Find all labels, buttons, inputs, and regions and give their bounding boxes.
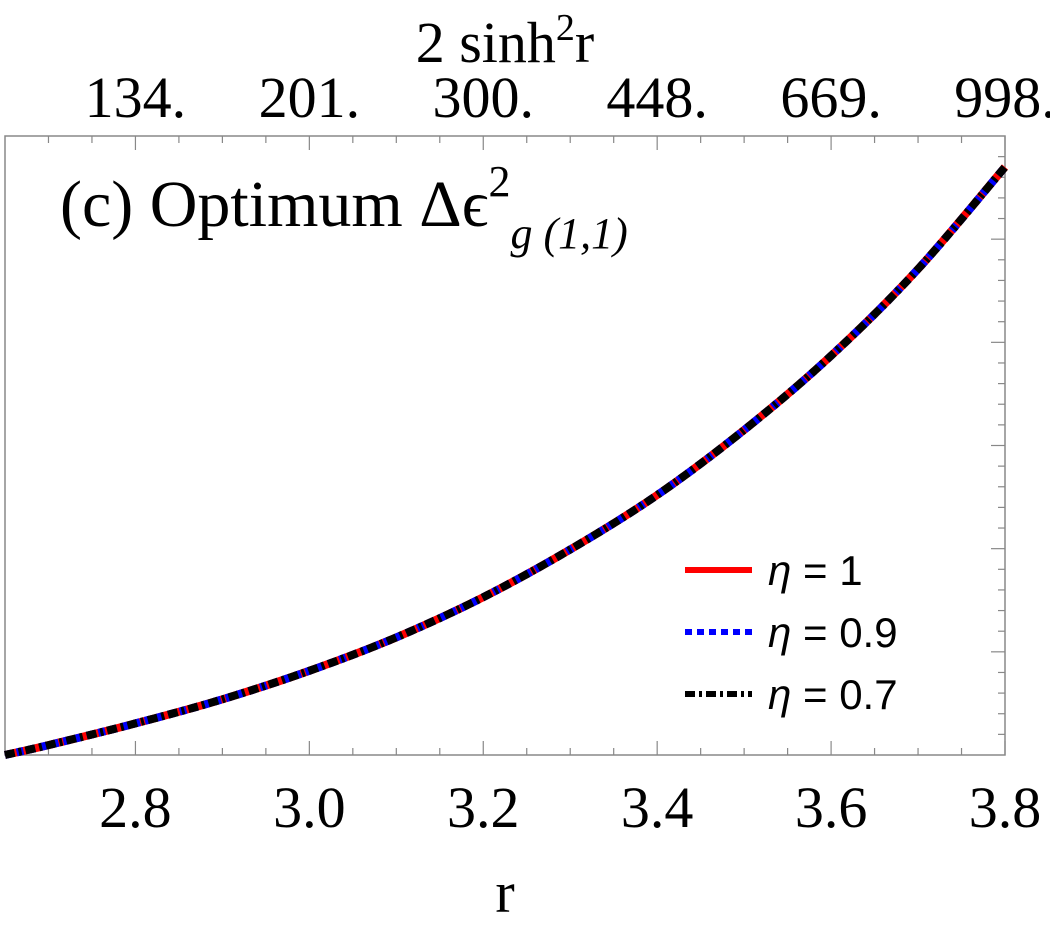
x-tick-label: 3.4 — [621, 775, 694, 840]
x2-tick-label: 134. — [85, 65, 187, 130]
series-line-1 — [4, 164, 1009, 759]
series-line-2 — [4, 164, 1009, 759]
x2-tick-label: 201. — [259, 65, 361, 130]
panel-title: (c) Optimum Δϵ2g (1,1) — [60, 157, 628, 258]
legend-label: η = 0.9 — [768, 609, 898, 656]
legend: η = 1 η = 0.9 η = 0.7 — [685, 547, 898, 718]
x2-tick-label: 300. — [433, 65, 535, 130]
x-axis-label: r — [495, 860, 514, 925]
legend-label: η = 0.7 — [768, 671, 898, 718]
x2-tick-label: 669. — [780, 65, 882, 130]
axis-ticks — [47, 136, 1006, 755]
x-tick-label: 3.6 — [795, 775, 868, 840]
x-tick-label: 3.8 — [969, 775, 1042, 840]
x2-tick-label: 998. — [954, 65, 1050, 130]
x-tick-label: 3.0 — [273, 775, 346, 840]
legend-label: η = 1 — [768, 547, 863, 594]
x-tick-label: 3.2 — [447, 775, 520, 840]
top-axis-label: 2 sinh2r — [416, 7, 595, 75]
bottom-axis-tick-labels: 2.8 3.0 3.2 3.4 3.6 3.8 — [99, 775, 1041, 840]
series-layer — [4, 164, 1009, 759]
top-axis-tick-labels: 134. 201. 300. 448. 669. 998. — [85, 65, 1050, 130]
x2-tick-label: 448. — [606, 65, 708, 130]
x-tick-label: 2.8 — [99, 775, 172, 840]
series-line-3 — [4, 164, 1009, 759]
